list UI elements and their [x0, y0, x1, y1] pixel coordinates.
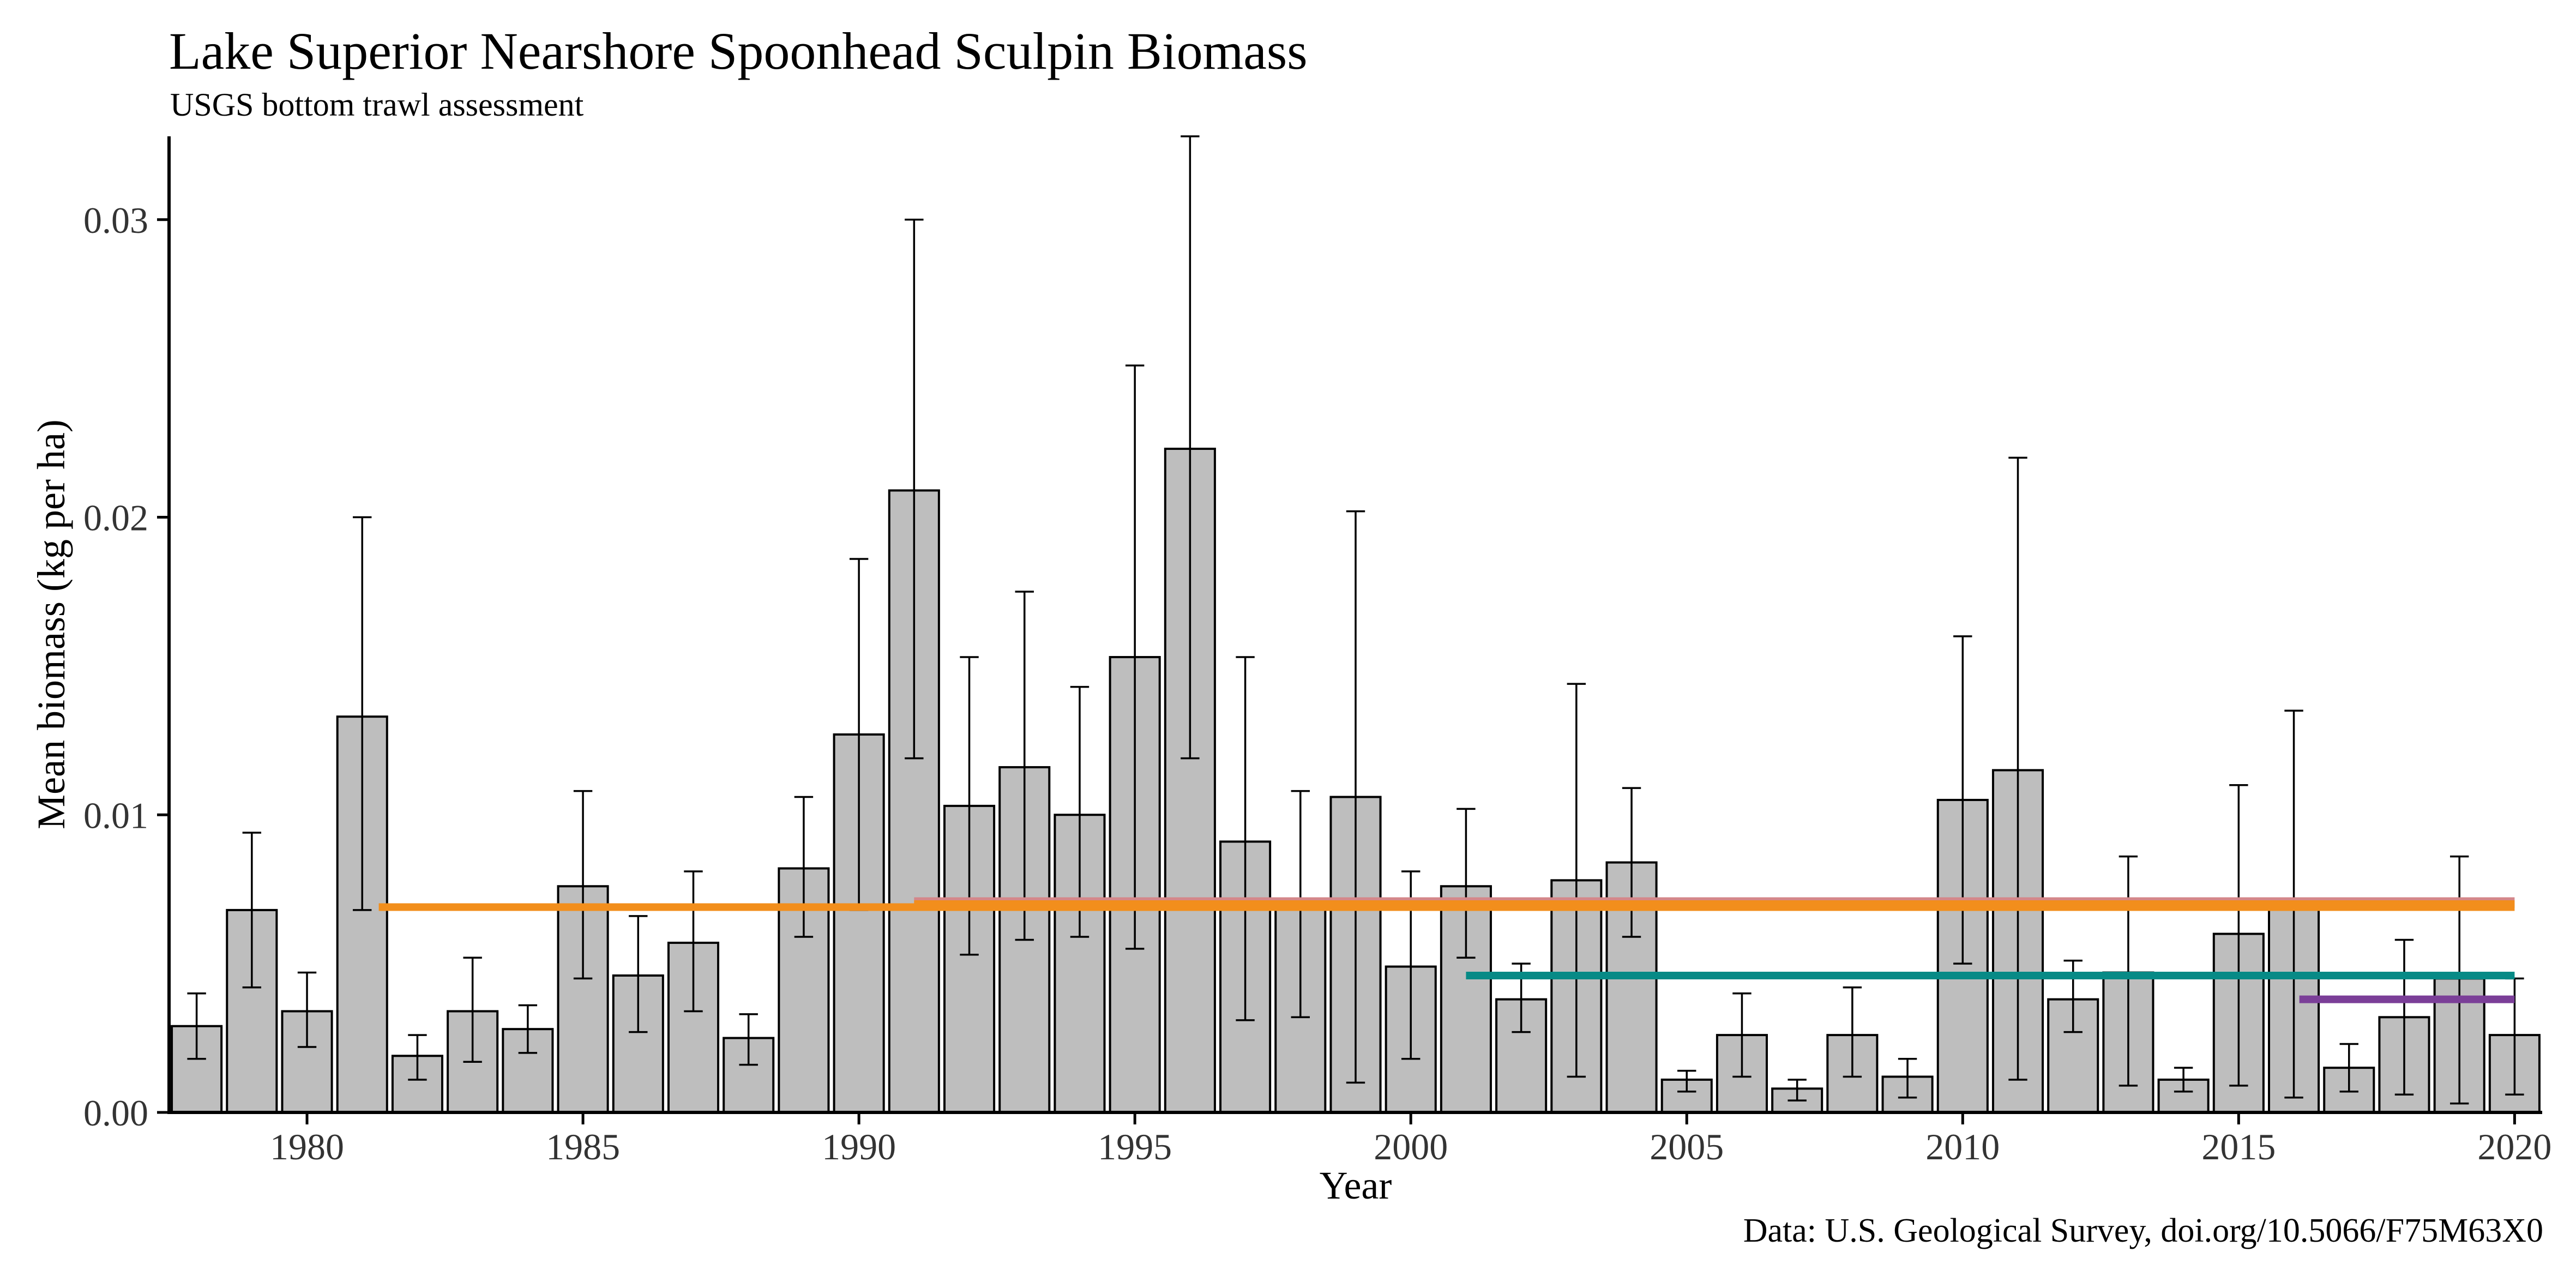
error-bar-1996	[1181, 135, 1200, 760]
error-bar-2001	[1456, 808, 1476, 959]
error-bar-1980	[297, 971, 317, 1048]
error-bar-2005	[1677, 1069, 1696, 1093]
y-tick-label: 0.02	[83, 497, 148, 539]
error-bar-2004	[1622, 787, 1641, 938]
chart-title: Lake Superior Nearshore Spoonhead Sculpi…	[169, 22, 1308, 80]
x-tick-label: 2000	[1374, 1126, 1448, 1167]
bar-2002	[1495, 998, 1548, 1114]
error-bar-1984	[518, 1004, 538, 1054]
chart-caption: Data: U.S. Geological Survey, doi.org/10…	[1743, 1212, 2543, 1249]
error-bar-1989	[794, 796, 814, 938]
error-bar-1986	[629, 915, 648, 1033]
error-bar-1981	[353, 516, 372, 911]
error-bar-2006	[1732, 992, 1752, 1078]
error-bar-2018	[2394, 938, 2414, 1096]
error-bar-2015	[2229, 784, 2248, 1087]
error-bar-1983	[463, 956, 482, 1063]
error-bar-1997	[1236, 656, 1255, 1021]
x-ticks: 1980 1985 1990 1995 2000 2005 2010 2015 2020	[270, 1112, 2551, 1167]
error-bar-1978	[187, 992, 206, 1060]
chart-subtitle: USGS bottom trawl assessment	[170, 87, 584, 123]
error-bar-1991	[905, 219, 924, 760]
x-tick-label: 2020	[2477, 1126, 2551, 1167]
x-tick-label: 2015	[2201, 1126, 2276, 1167]
x-tick-label: 2010	[1925, 1126, 2000, 1167]
y-tick-label: 0.01	[83, 795, 148, 836]
x-tick-label: 1985	[546, 1126, 620, 1167]
error-bar-2014	[2174, 1067, 2193, 1093]
x-tick-label: 2005	[1650, 1126, 1724, 1167]
error-bar-1994	[1070, 685, 1090, 938]
error-bar-1985	[573, 790, 593, 980]
error-bar-2017	[2339, 1043, 2358, 1093]
error-bar-2008	[1843, 986, 1862, 1078]
error-bar-1982	[408, 1034, 427, 1081]
errorbars-layer	[187, 135, 2524, 1105]
y-ticks: 0.00 0.01 0.02 0.03	[83, 200, 169, 1134]
error-bar-2007	[1787, 1079, 1807, 1102]
x-axis-label: Year	[1320, 1164, 1392, 1207]
error-bar-1988	[739, 1013, 758, 1066]
x-tick-label: 1980	[270, 1126, 344, 1167]
error-bar-2003	[1567, 683, 1586, 1078]
y-tick-label: 0.03	[83, 200, 148, 241]
y-axis-label: Mean biomass (kg per ha)	[29, 419, 73, 829]
error-bar-1999	[1346, 510, 1365, 1084]
mean-lines-layer	[378, 897, 2515, 1003]
error-bar-1987	[684, 870, 703, 1013]
error-bar-1979	[242, 832, 262, 989]
error-bar-1993	[1015, 591, 1034, 941]
x-tick-label: 1990	[822, 1126, 896, 1167]
error-bar-1995	[1125, 364, 1145, 950]
y-tick-label: 0.00	[83, 1092, 148, 1134]
x-tick-label: 1995	[1098, 1126, 1172, 1167]
error-bar-2009	[1898, 1058, 1917, 1099]
error-bar-2013	[2118, 855, 2138, 1087]
